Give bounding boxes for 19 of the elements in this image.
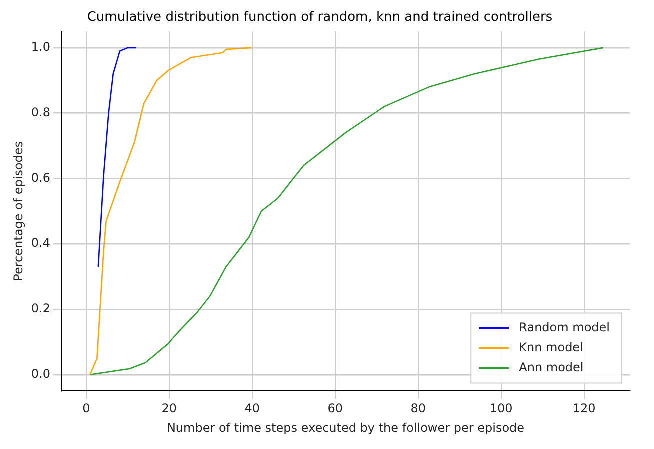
legend-label: Ann model [519, 360, 584, 374]
x-axis-title: Number of time steps executed by the follower per episode [166, 420, 525, 435]
y-axis-title: Percentage of episodes [11, 141, 26, 282]
x-tick-label: 20 [162, 402, 178, 416]
y-tick-label: 0.0 [31, 366, 50, 381]
legend-label: Random model [519, 320, 610, 334]
y-tick-label: 0.2 [31, 302, 50, 316]
chart-title: Cumulative distribution function of random, knn and trained controllers [87, 10, 553, 26]
y-tick-label: 0.4 [31, 236, 50, 250]
y-tick-label: 0.8 [31, 105, 50, 120]
x-tick-label: 60 [328, 402, 344, 416]
x-tick-label: 100 [490, 402, 513, 416]
x-tick-label: 80 [410, 402, 426, 416]
legend-label: Knn model [519, 340, 584, 354]
x-tick-label: 0 [82, 402, 90, 416]
y-tick-label: 0.6 [31, 170, 50, 185]
x-tick-label: 40 [244, 402, 260, 416]
x-tick-label: 120 [572, 402, 596, 416]
y-tick-label: 1.0 [31, 40, 50, 54]
